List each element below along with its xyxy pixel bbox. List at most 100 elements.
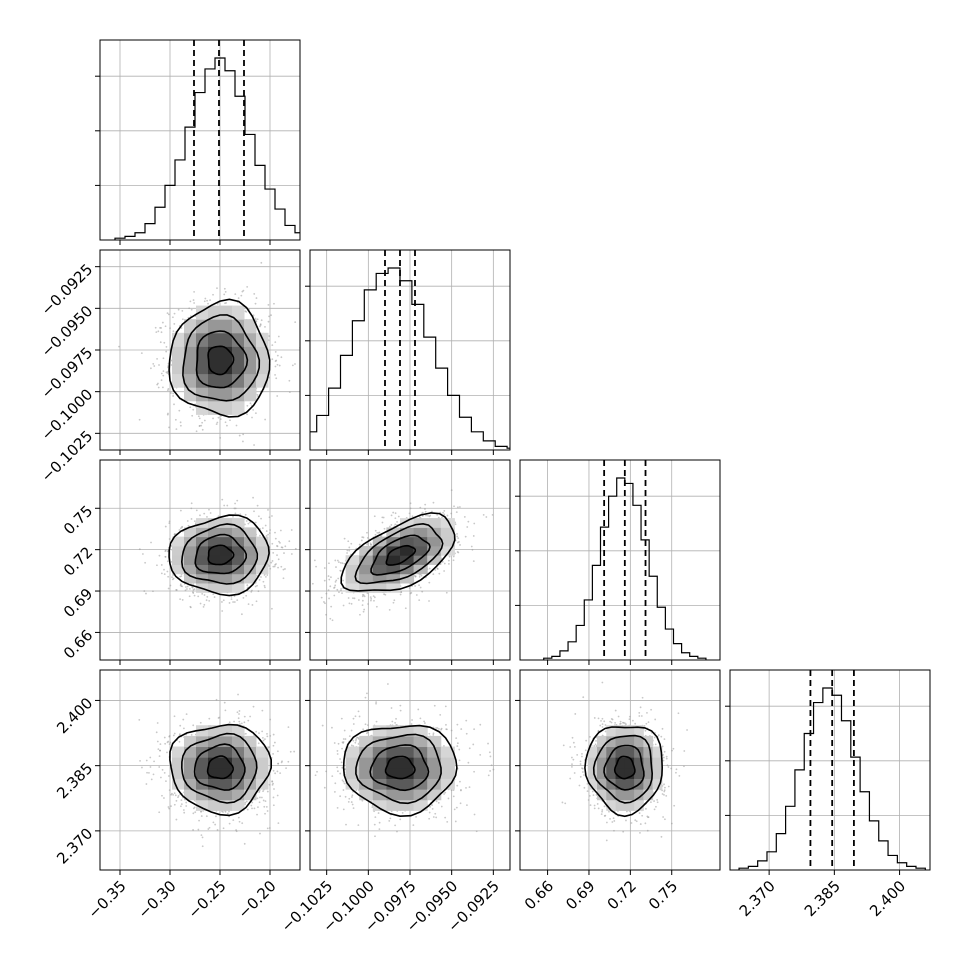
sample-point — [267, 509, 269, 511]
sample-point — [278, 364, 281, 367]
density-bin — [184, 545, 197, 556]
sample-point — [485, 516, 488, 518]
density-bin — [386, 564, 401, 575]
sample-point — [251, 604, 254, 606]
sample-point — [170, 392, 172, 394]
sample-point — [253, 444, 255, 446]
sample-point — [384, 593, 387, 596]
contour-line — [194, 533, 247, 575]
density-bin — [345, 564, 360, 575]
sample-point — [167, 388, 170, 390]
sample-point — [237, 693, 239, 696]
sample-point — [264, 418, 267, 421]
sample-point — [336, 559, 339, 562]
sample-point — [275, 563, 277, 565]
sample-point — [323, 567, 326, 569]
sample-point — [313, 559, 316, 562]
sample-point — [230, 598, 233, 601]
sample-point — [174, 418, 177, 421]
density-bin — [172, 536, 185, 547]
sample-point — [408, 587, 411, 589]
sample-point — [153, 760, 155, 763]
sample-point — [203, 419, 206, 422]
sample-point — [424, 503, 427, 506]
sample-point — [183, 811, 186, 814]
sample-point — [421, 590, 424, 593]
density-bin — [208, 573, 221, 584]
sample-point — [334, 559, 337, 562]
sample-point — [170, 805, 172, 808]
sample-point — [258, 789, 261, 792]
sample-point — [179, 509, 182, 512]
sample-point — [173, 312, 176, 315]
density-bin — [172, 545, 185, 556]
sample-point — [162, 357, 165, 360]
density-bin — [184, 360, 197, 375]
sample-point — [233, 595, 236, 598]
density-bin — [208, 346, 221, 361]
sample-point — [324, 602, 326, 605]
contour-line — [354, 522, 444, 585]
sample-point — [333, 594, 336, 597]
sample-point — [362, 610, 365, 613]
sample-point — [138, 418, 141, 421]
sample-point — [267, 533, 269, 536]
sample-point — [143, 590, 146, 592]
sample-point — [192, 591, 194, 594]
density-bin — [196, 360, 209, 375]
sample-point — [271, 560, 274, 562]
sample-point — [363, 608, 366, 611]
sample-point — [195, 509, 198, 512]
sample-point — [200, 424, 203, 427]
sample-point — [219, 418, 222, 421]
density-bin — [172, 373, 185, 388]
sample-point — [390, 524, 393, 526]
sample-point — [237, 297, 240, 300]
sample-point — [140, 352, 143, 355]
sample-point — [448, 555, 451, 558]
density-bin — [400, 545, 415, 556]
sample-point — [362, 536, 365, 539]
sample-point — [274, 341, 277, 344]
sample-point — [268, 376, 270, 379]
sample-point — [171, 576, 173, 579]
sample-point — [172, 395, 175, 397]
sample-point — [164, 742, 167, 745]
sample-point — [327, 589, 330, 592]
sample-point — [226, 424, 228, 427]
sample-point — [179, 598, 182, 601]
panel-content — [100, 250, 300, 450]
sample-point — [251, 416, 253, 419]
sample-point — [438, 572, 441, 575]
sample-point — [374, 529, 377, 532]
sample-point — [171, 316, 174, 319]
sample-point — [261, 527, 264, 530]
sample-point — [276, 363, 279, 366]
density-bin — [359, 573, 374, 584]
sample-point — [201, 428, 204, 431]
sample-point — [311, 582, 314, 585]
sample-point — [152, 362, 155, 365]
sample-point — [450, 512, 453, 515]
density-bin — [220, 545, 233, 556]
sample-point — [189, 406, 192, 409]
contour-line — [385, 544, 417, 566]
sample-point — [228, 602, 231, 604]
sample-point — [171, 578, 174, 581]
sample-point — [381, 521, 384, 524]
sample-point — [198, 424, 201, 427]
density-bin — [440, 536, 455, 547]
sample-point — [394, 517, 397, 520]
sample-point — [152, 773, 155, 776]
sample-point — [257, 515, 260, 518]
sample-point — [288, 379, 291, 382]
sample-point — [277, 558, 280, 561]
contour-line — [340, 512, 456, 592]
density-bin — [208, 400, 221, 415]
sample-point — [224, 709, 227, 712]
sample-point — [169, 741, 172, 744]
sample-point — [454, 523, 457, 526]
density-bin — [232, 305, 245, 320]
sample-point — [330, 576, 332, 579]
density-bin — [196, 387, 209, 402]
